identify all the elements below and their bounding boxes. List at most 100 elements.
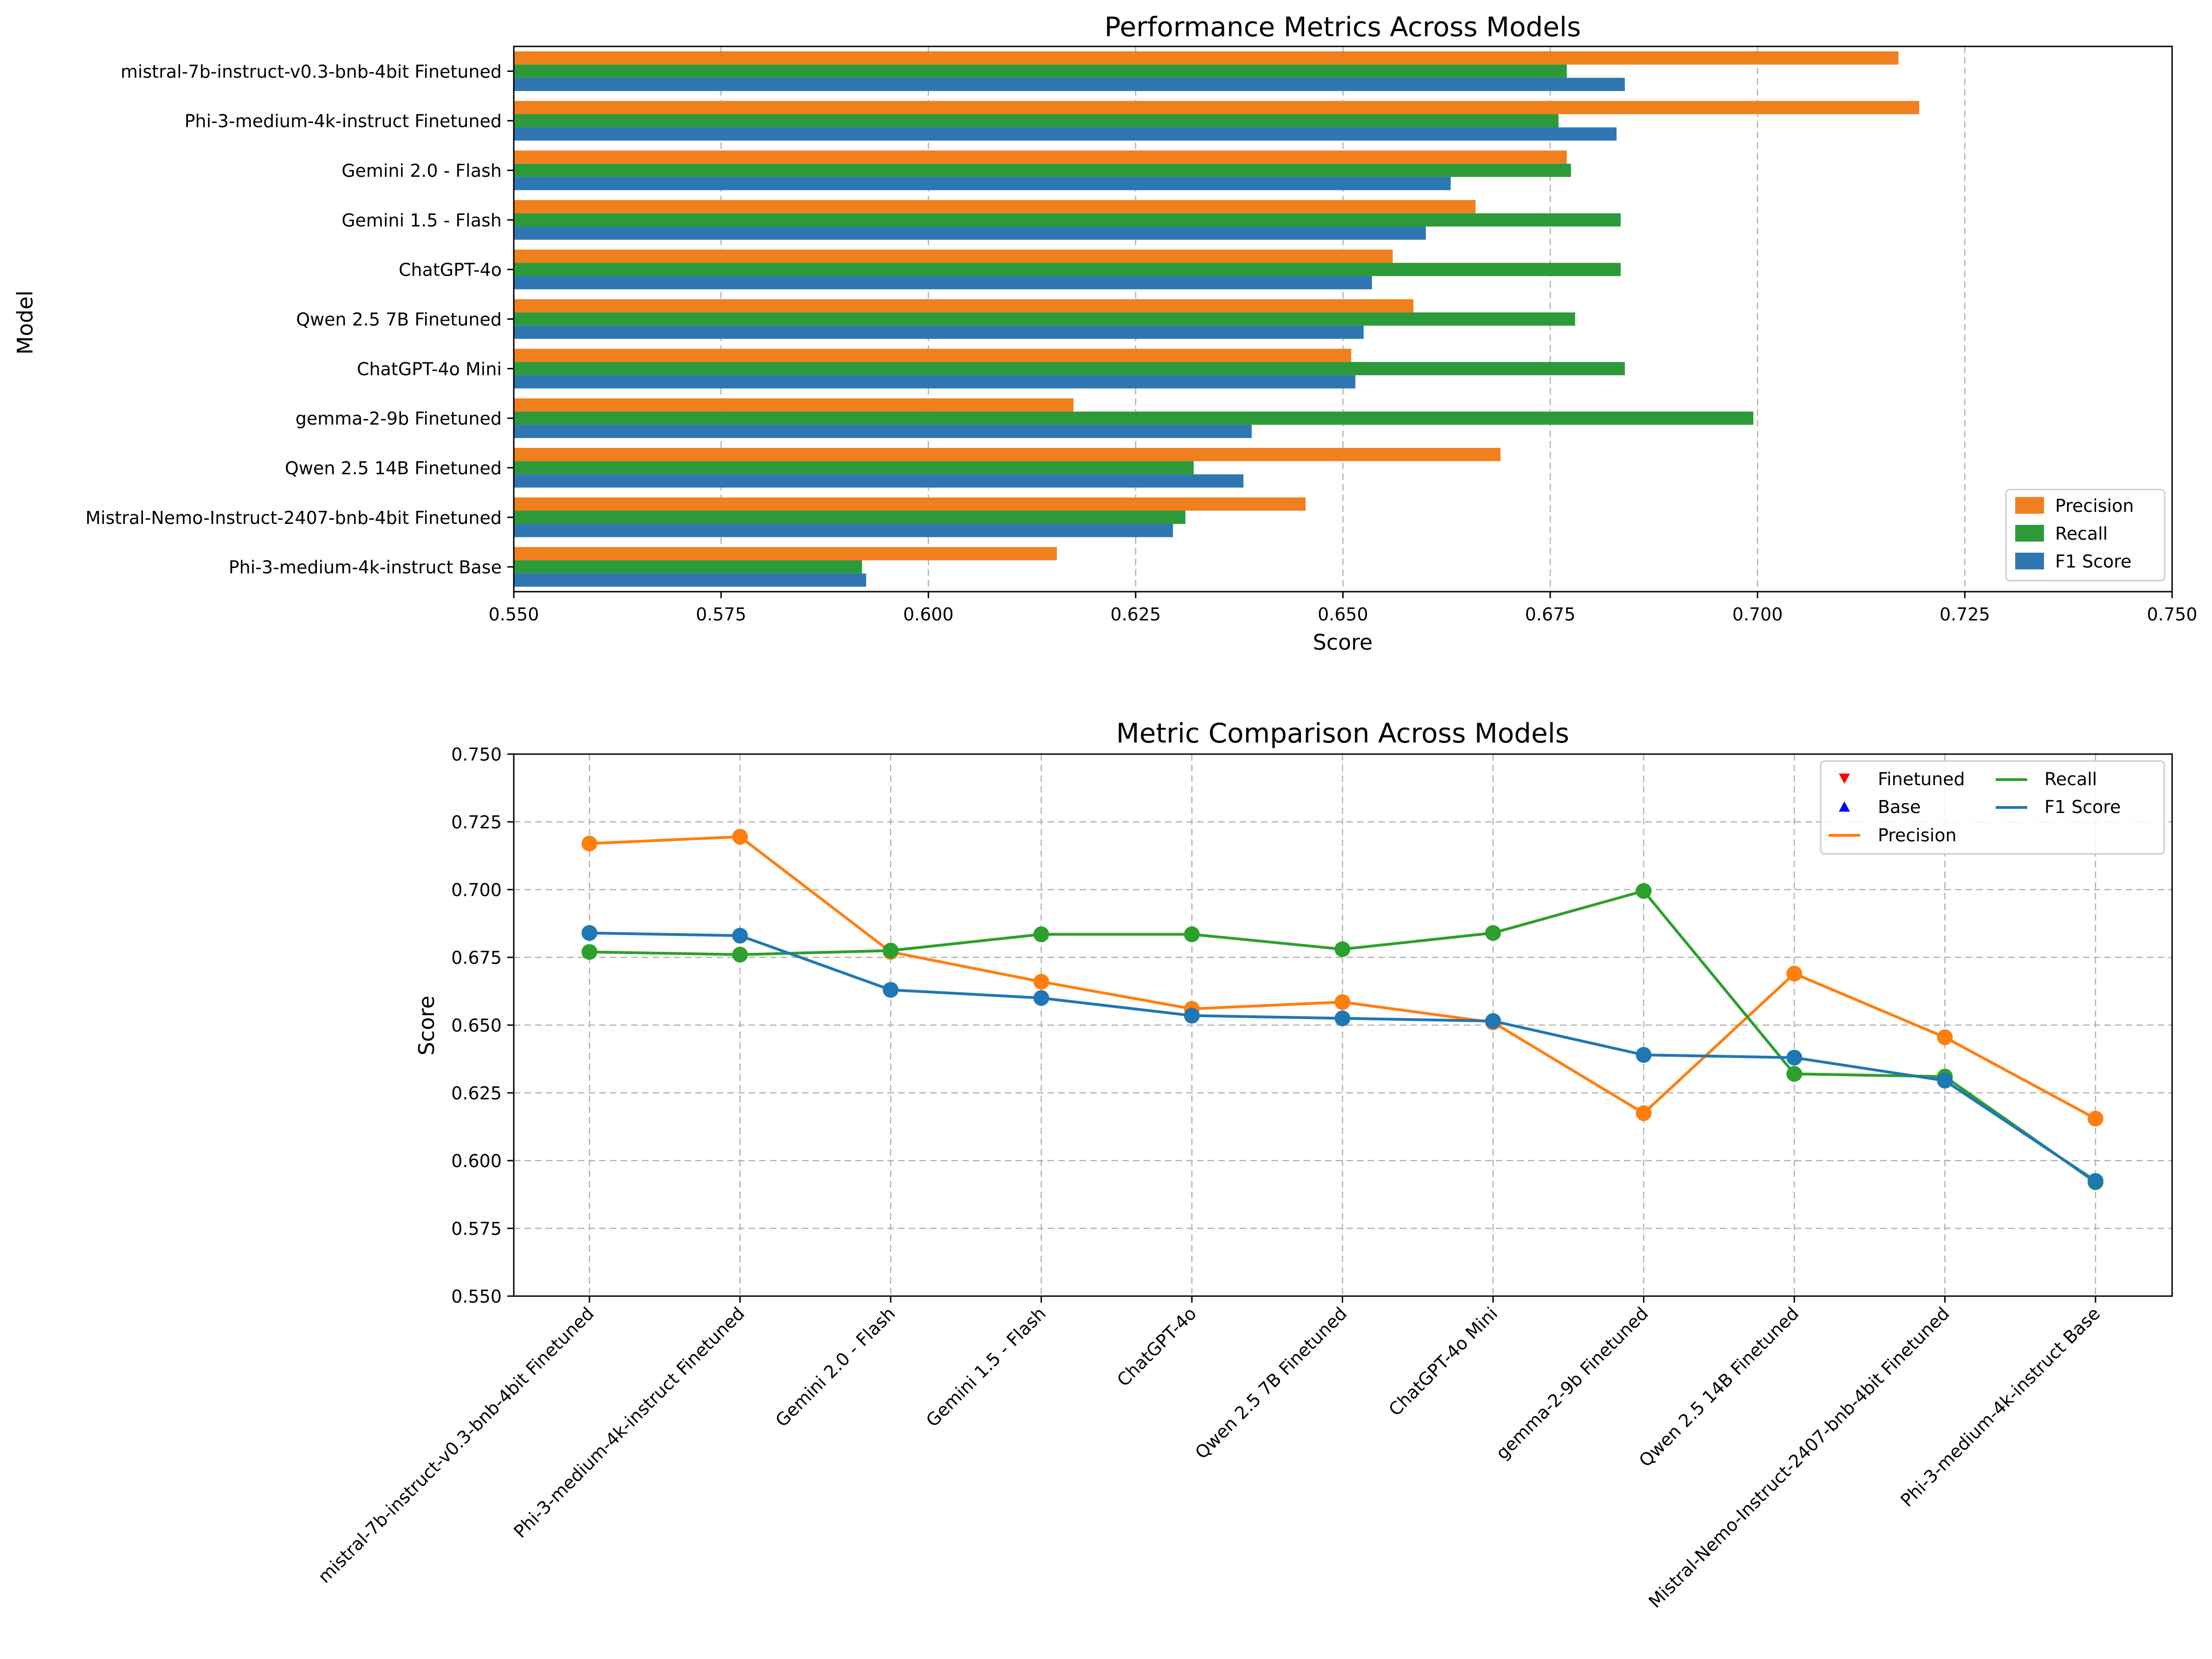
bar-chart-y-axis-label: Model xyxy=(13,290,38,355)
bar-precision-mistral-7b-instruct-v0-3-bnb-4bit-finetuned xyxy=(514,51,1899,65)
bar-f1-score-chatgpt-4o xyxy=(514,276,1372,290)
bar-f1-score-qwen-2-5-14b-finetuned xyxy=(514,474,1244,488)
bar-recall-chatgpt-4o xyxy=(514,263,1621,276)
legend-label-line-precision: Precision xyxy=(1878,825,1957,846)
legend-swatch-recall xyxy=(2015,525,2044,542)
bar-chart-legend-box xyxy=(2005,489,2166,581)
line-y-tick-label: 0.675 xyxy=(451,948,502,968)
point-recall-chatgpt-4o-mini xyxy=(1485,925,1501,941)
bar-recall-chatgpt-4o-mini xyxy=(514,362,1625,375)
point-f1-score-gemma-2-9b-finetuned xyxy=(1636,1047,1652,1063)
bar-chart-x-axis-label: Score xyxy=(1313,630,1373,655)
line-y-tick-label: 0.650 xyxy=(451,1015,502,1036)
legend-finetuned-marker-icon xyxy=(1839,774,1850,784)
bar-f1-score-mistral-7b-instruct-v0-3-bnb-4bit-finetuned xyxy=(514,77,1625,91)
bar-x-tick-label: 0.750 xyxy=(2147,604,2198,625)
line-x-tick-label: mistral-7b-instruct-v0.3-bnb-4bit Finetu… xyxy=(314,1303,598,1587)
point-recall-gemma-2-9b-finetuned xyxy=(1636,883,1652,899)
point-f1-score-chatgpt-4o xyxy=(1184,1007,1200,1024)
line-y-tick-label: 0.575 xyxy=(451,1219,502,1239)
line-x-tick-label: Qwen 2.5 7B Finetuned xyxy=(1191,1303,1351,1463)
bar-f1-score-phi-3-medium-4k-instruct-finetuned xyxy=(514,127,1617,141)
point-precision-qwen-2-5-7b-finetuned xyxy=(1334,994,1351,1010)
bar-y-tick-label: Mistral-Nemo-Instruct-2407-bnb-4bit Fine… xyxy=(85,508,502,528)
point-f1-score-chatgpt-4o-mini xyxy=(1485,1013,1501,1029)
bar-y-tick-label: ChatGPT-4o Mini xyxy=(357,359,502,379)
line-chart-series xyxy=(582,829,2103,1190)
line-y-tick-label: 0.750 xyxy=(451,744,502,765)
bar-y-tick-label: Qwen 2.5 14B Finetuned xyxy=(285,458,502,478)
legend-label-recall: Recall xyxy=(2055,523,2108,544)
bar-recall-mistral-nemo-instruct-2407-bnb-4bit-finetuned xyxy=(514,510,1186,524)
legend-label-line-recall: Recall xyxy=(2044,769,2097,789)
bar-y-tick-label: Qwen 2.5 7B Finetuned xyxy=(296,310,502,330)
bar-f1-score-gemini-2-0-flash xyxy=(514,177,1451,190)
bar-x-tick-label: 0.700 xyxy=(1732,604,1783,625)
point-recall-chatgpt-4o xyxy=(1184,926,1200,942)
point-precision-phi-3-medium-4k-instruct-base xyxy=(2088,1110,2103,1127)
bar-chart-title: Performance Metrics Across Models xyxy=(1105,11,1581,43)
bar-x-tick-label: 0.575 xyxy=(696,604,746,625)
point-f1-score-gemini-1-5-flash xyxy=(1033,990,1049,1006)
legend-swatch-precision xyxy=(2015,497,2044,514)
legend-label-finetuned: Finetuned xyxy=(1878,769,1965,789)
bar-chart-bars xyxy=(514,51,1920,587)
bar-recall-gemini-2-0-flash xyxy=(514,163,1571,177)
line-chart-y-ticks: 0.550 0.575 0.600 0.625 0.650 0.675 0.700 0.725… xyxy=(451,744,514,1307)
bar-precision-phi-3-medium-4k-instruct-finetuned xyxy=(514,101,1920,114)
legend-label-base: Base xyxy=(1878,797,1921,817)
point-recall-qwen-2-5-7b-finetuned xyxy=(1334,941,1351,957)
line-chart: 0.550 0.575 0.600 0.625 0.650 0.675 0.700 0.725… xyxy=(314,717,2173,1612)
line-x-tick-label: ChatGPT-4o xyxy=(1113,1303,1200,1390)
bar-precision-mistral-nemo-instruct-2407-bnb-4bit-finetuned xyxy=(514,497,1306,511)
bar-y-tick-label: Phi-3-medium-4k-instruct Base xyxy=(229,557,502,578)
line-x-tick-label: ChatGPT-4o Mini xyxy=(1385,1303,1502,1420)
bar-recall-qwen-2-5-7b-finetuned xyxy=(514,312,1575,326)
bar-f1-score-gemma-2-9b-finetuned xyxy=(514,425,1252,438)
line-x-tick-label: gemma-2-9b Finetuned xyxy=(1492,1303,1652,1463)
bar-recall-phi-3-medium-4k-instruct-finetuned xyxy=(514,114,1559,128)
line-y-tick-label: 0.550 xyxy=(451,1286,502,1307)
legend-label-precision: Precision xyxy=(2055,496,2134,516)
line-x-tick-label: Gemini 2.0 - Flash xyxy=(771,1303,899,1431)
bar-precision-chatgpt-4o-mini xyxy=(514,349,1352,362)
bar-x-tick-label: 0.600 xyxy=(903,604,954,625)
bar-y-tick-label: Phi-3-medium-4k-instruct Finetuned xyxy=(184,111,502,131)
bar-recall-qwen-2-5-14b-finetuned xyxy=(514,461,1194,475)
bar-chart-y-ticks: mistral-7b-instruct-v0.3-bnb-4bit Finetu… xyxy=(85,61,514,578)
bar-f1-score-gemini-1-5-flash xyxy=(514,226,1426,240)
bar-x-tick-label: 0.625 xyxy=(1110,604,1161,625)
point-recall-gemini-1-5-flash xyxy=(1033,926,1049,942)
point-f1-score-mistral-nemo-instruct-2407-bnb-4bit-finetuned xyxy=(1937,1072,1953,1089)
legend-label-line-f1: F1 Score xyxy=(2044,797,2121,817)
legend-label-f1: F1 Score xyxy=(2055,551,2132,572)
bar-x-tick-label: 0.550 xyxy=(489,604,539,625)
point-f1-score-qwen-2-5-7b-finetuned xyxy=(1334,1010,1351,1026)
bar-precision-phi-3-medium-4k-instruct-base xyxy=(514,547,1057,561)
point-recall-gemini-2-0-flash xyxy=(883,942,899,959)
bar-f1-score-chatgpt-4o-mini xyxy=(514,375,1356,389)
line-x-tick-label: Mistral-Nemo-Instruct-2407-bnb-4bit Fine… xyxy=(1645,1303,1953,1612)
bar-recall-gemini-1-5-flash xyxy=(514,213,1621,227)
bar-x-tick-label: 0.650 xyxy=(1318,604,1368,625)
bar-x-tick-label: 0.725 xyxy=(1940,604,1990,625)
line-y-tick-label: 0.725 xyxy=(451,812,502,833)
bar-chart-x-ticks: 0.550 0.575 0.600 0.625 0.650 0.675 0.700 0.725… xyxy=(489,592,2198,625)
line-x-tick-label: Qwen 2.5 14B Finetuned xyxy=(1635,1303,1803,1471)
point-precision-gemma-2-9b-finetuned xyxy=(1636,1105,1652,1121)
bar-f1-score-phi-3-medium-4k-instruct-base xyxy=(514,573,867,587)
bar-x-tick-label: 0.675 xyxy=(1525,604,1576,625)
point-precision-phi-3-medium-4k-instruct-finetuned xyxy=(732,829,748,845)
point-f1-score-mistral-7b-instruct-v0-3-bnb-4bit-finetuned xyxy=(582,925,597,941)
bar-recall-phi-3-medium-4k-instruct-base xyxy=(514,560,862,574)
line-y-tick-label: 0.700 xyxy=(451,880,502,900)
legend-swatch-f1 xyxy=(2015,553,2044,569)
bar-y-tick-label: ChatGPT-4o xyxy=(399,260,502,280)
bar-chart-legend: Precision Recall F1 Score xyxy=(2005,489,2166,581)
line-chart-legend: Finetuned Base Precision Recall F1 Score xyxy=(1820,760,2165,855)
bar-precision-chatgpt-4o xyxy=(514,249,1393,263)
bar-recall-mistral-7b-instruct-v0-3-bnb-4bit-finetuned xyxy=(514,65,1567,78)
line-y-tick-label: 0.625 xyxy=(451,1083,502,1104)
point-f1-score-phi-3-medium-4k-instruct-finetuned xyxy=(732,928,748,944)
